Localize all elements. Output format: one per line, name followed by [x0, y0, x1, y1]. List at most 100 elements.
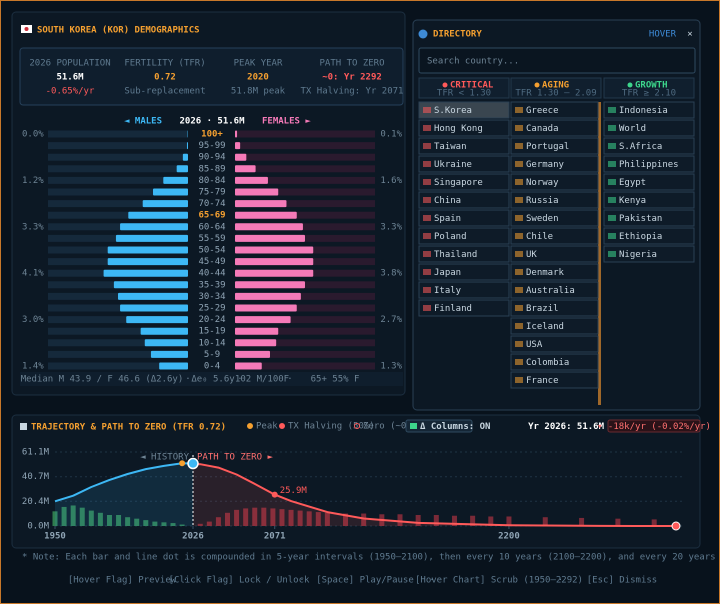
current-dot [187, 457, 199, 470]
bar-female [235, 316, 291, 324]
country-button[interactable] [418, 227, 510, 245]
country-flag [423, 215, 431, 221]
separator: · [287, 375, 292, 385]
country-button[interactable] [418, 263, 510, 281]
country-button[interactable] [418, 137, 510, 155]
country-button[interactable] [510, 317, 599, 335]
search-box[interactable] [418, 47, 696, 74]
track [48, 142, 188, 150]
country-button[interactable] [510, 371, 599, 389]
country-button[interactable] [418, 119, 510, 137]
delta-column [215, 517, 221, 526]
country-button[interactable] [603, 209, 695, 227]
age-label: 35-39 [198, 280, 225, 290]
separator: · [185, 375, 190, 385]
country-flag [608, 161, 616, 167]
bar-female [235, 165, 256, 173]
country-name: France [526, 376, 559, 386]
annotation: PATH TO ZERO ► [197, 453, 273, 463]
separator: · [237, 375, 242, 385]
legend-label: Peak [256, 422, 278, 432]
delta-column [170, 523, 176, 526]
country-button[interactable] [510, 281, 599, 299]
track [48, 130, 188, 138]
country-name: Canada [526, 124, 559, 134]
country-flag [608, 215, 616, 221]
scrollbar[interactable] [598, 102, 601, 405]
legend-label: TX Halving (50%) [288, 422, 375, 432]
bar-male [153, 188, 188, 196]
country-button[interactable] [510, 155, 599, 173]
country-button[interactable] [418, 191, 510, 209]
country-button[interactable] [510, 299, 599, 317]
stat-value: ~0: Yr 2292 [322, 73, 382, 83]
y-tick-label: 61.1M [22, 448, 50, 458]
country-flag [423, 179, 431, 185]
country-name: Sweden [526, 214, 559, 224]
country-button[interactable] [603, 245, 695, 263]
country-button[interactable] [510, 173, 599, 191]
country-flag [423, 161, 431, 167]
country-name: Portugal [526, 142, 569, 152]
country-button[interactable] [510, 191, 599, 209]
country-button[interactable] [418, 245, 510, 263]
footer-stat: Median M 43.9 / F 46.6 (Δ2.6y) [21, 375, 184, 385]
country-button[interactable] [603, 119, 695, 137]
x-tick-label: 2200 [498, 532, 520, 542]
hint-separator: · [183, 576, 188, 586]
country-button[interactable] [510, 263, 599, 281]
country-name: Philippines [619, 160, 679, 170]
age-label: 80-84 [198, 176, 225, 186]
group-header [603, 77, 695, 99]
bar-male [128, 211, 188, 219]
legend-dot [354, 423, 360, 429]
footer-stat: 102 M/100F [235, 375, 289, 385]
country-flag [515, 233, 523, 239]
country-button[interactable] [510, 101, 599, 119]
track [48, 350, 188, 358]
footer-stat: Δe₀ 5.6y [191, 375, 235, 385]
group-range: TFR < 1.30 [437, 89, 491, 99]
hint: [Click Flag] Lock / Unlock [169, 576, 310, 586]
country-button[interactable] [510, 119, 599, 137]
country-button[interactable] [510, 227, 599, 245]
track [48, 200, 188, 208]
age-label: 65-69 [198, 211, 225, 221]
age-label: 40-44 [198, 269, 225, 279]
country-button[interactable] [603, 227, 695, 245]
country-button[interactable] [510, 353, 599, 371]
country-button[interactable] [418, 155, 510, 173]
country-button[interactable] [418, 173, 510, 191]
close-button[interactable]: × [687, 30, 692, 40]
bar-female [235, 362, 262, 370]
country-button[interactable] [603, 191, 695, 209]
country-button[interactable] [418, 101, 510, 119]
track [235, 130, 375, 138]
hint: [Space] Play/Pause [316, 576, 414, 586]
country-button[interactable] [603, 173, 695, 191]
bar-female [235, 176, 268, 184]
delta-column [506, 516, 512, 526]
country-button[interactable] [603, 101, 695, 119]
country-button[interactable] [418, 281, 510, 299]
country-button[interactable] [603, 155, 695, 173]
country-button[interactable] [603, 137, 695, 155]
toggle[interactable] [405, 419, 473, 433]
country-button[interactable] [510, 209, 599, 227]
country-button[interactable] [510, 335, 599, 353]
hint-separator: · [429, 576, 434, 586]
checkbox[interactable] [20, 423, 27, 430]
delta-column [70, 505, 76, 526]
age-label: 60-64 [198, 222, 225, 232]
country-button[interactable] [418, 209, 510, 227]
country-flag [515, 287, 523, 293]
age-label: 30-34 [198, 292, 225, 302]
country-button[interactable] [510, 137, 599, 155]
country-button[interactable] [418, 299, 510, 317]
stat-value: 2020 [247, 73, 269, 83]
country-flag [423, 143, 431, 149]
bar-male [107, 246, 188, 254]
country-button[interactable] [510, 245, 599, 263]
stat-sub: Sub-replacement [124, 87, 205, 97]
country-flag [608, 143, 616, 149]
